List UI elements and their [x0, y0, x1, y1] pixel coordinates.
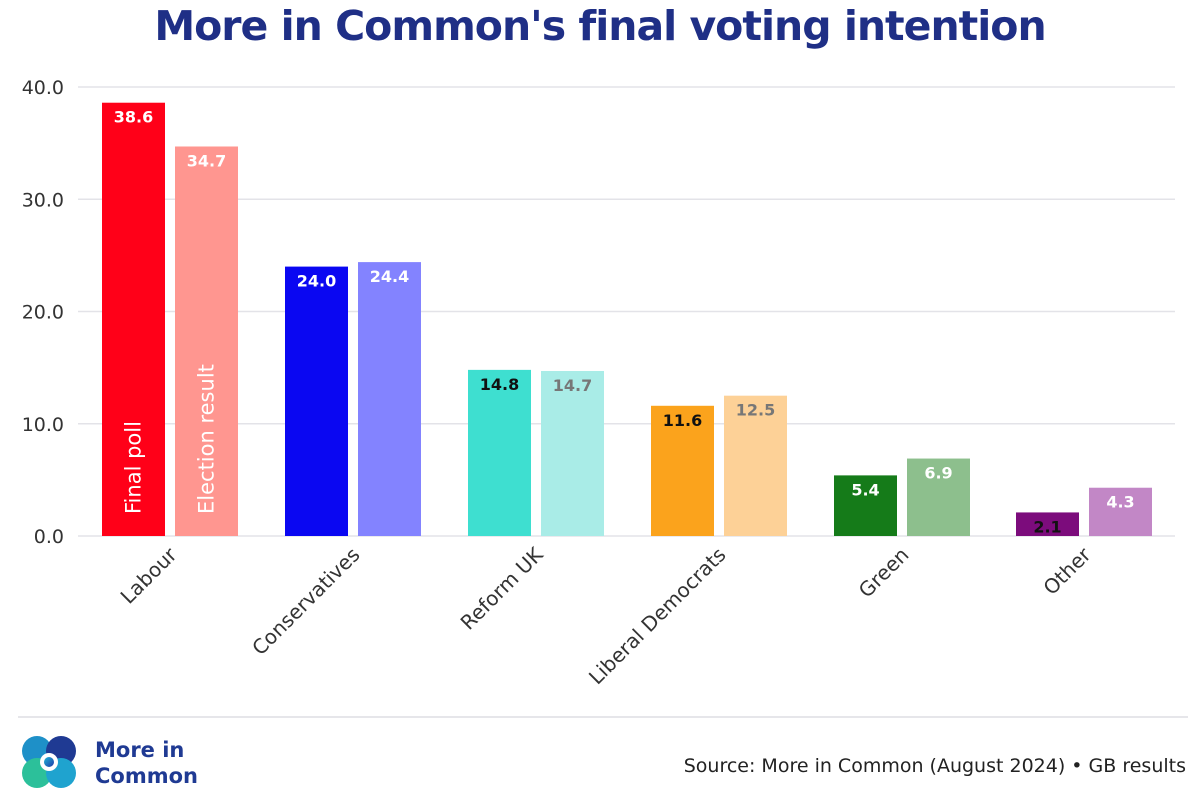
data-label: 2.1	[1033, 517, 1061, 536]
category-label: Reform UK	[456, 542, 549, 635]
y-tick-label: 20.0	[22, 302, 64, 324]
brand-name: More in Common	[95, 737, 198, 789]
category-label: Green	[854, 543, 914, 603]
y-tick-label: 40.0	[22, 77, 64, 99]
bar	[541, 370, 604, 536]
data-label: 14.8	[480, 375, 519, 394]
bar	[907, 458, 970, 536]
data-label: 34.7	[187, 151, 226, 170]
bar	[834, 475, 897, 536]
legend-label: Final poll	[122, 421, 146, 514]
bar	[285, 266, 348, 536]
y-tick-label: 0.0	[34, 526, 64, 548]
bar	[102, 102, 165, 536]
legend-label: Election result	[195, 364, 219, 514]
bar	[175, 146, 238, 536]
bar	[468, 369, 531, 536]
bar	[651, 405, 714, 536]
source-note: Source: More in Common (August 2024) • G…	[683, 755, 1186, 777]
chart-title: More in Common's final voting intention	[154, 2, 1046, 50]
category-label: Liberal Democrats	[584, 543, 731, 690]
bar	[1089, 487, 1152, 536]
bar	[1016, 512, 1079, 536]
data-label: 38.6	[114, 108, 153, 127]
data-label: 12.5	[736, 401, 775, 420]
category-label: Conservatives	[247, 543, 364, 660]
more-in-common-logo-icon	[22, 736, 76, 788]
footer-divider	[18, 716, 1188, 718]
y-tick-label: 30.0	[22, 189, 64, 211]
bar-chart: 40.0 30.0 20.0 10.0 0.0 38.6 34.7 Labour 24.0 24.…	[22, 77, 1175, 690]
data-label: 11.6	[663, 411, 702, 430]
data-label: 24.4	[370, 267, 409, 286]
data-label: 24.0	[297, 272, 336, 291]
brand-line-2: Common	[95, 764, 198, 788]
brand-line-1: More in	[95, 738, 185, 762]
category-label: Other	[1038, 542, 1096, 600]
category-label: Labour	[116, 542, 182, 608]
y-tick-label: 10.0	[22, 414, 64, 436]
data-label: 5.4	[851, 480, 879, 499]
data-label: 14.7	[553, 376, 592, 395]
data-label: 4.3	[1106, 493, 1134, 512]
data-label: 6.9	[924, 464, 952, 483]
bar	[724, 395, 787, 536]
bar	[358, 262, 421, 536]
